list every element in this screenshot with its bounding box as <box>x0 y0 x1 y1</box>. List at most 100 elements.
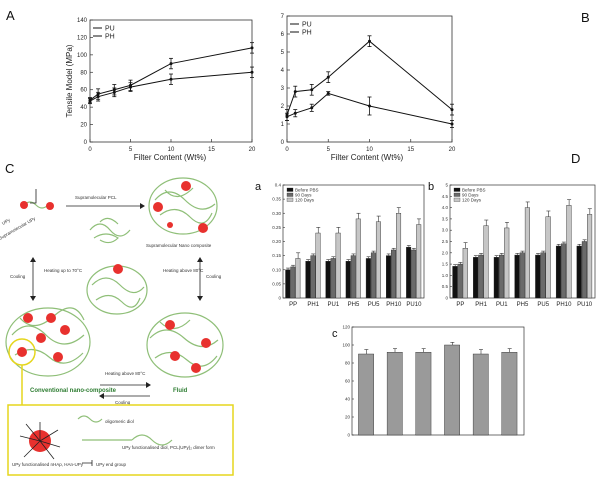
legend-entry: PH <box>105 34 115 41</box>
heating-right-label: Heating above 80°C <box>163 268 204 273</box>
y-tick-label: 0 <box>445 296 448 301</box>
legend-entry: Before PBS <box>462 188 486 193</box>
arrows-right: Heating above 80°C Cooling <box>163 257 222 301</box>
y-tick-label: 0.5 <box>442 284 449 289</box>
panel-label-c: c <box>332 328 338 340</box>
y-tick-label: 120 <box>342 325 350 330</box>
legend-swatch <box>453 192 461 197</box>
y-tick-label: 0.35 <box>272 197 281 202</box>
arrows-bottom: Heating above 80°C Cooling <box>99 371 151 405</box>
x-tick-label: PH10 <box>556 302 572 308</box>
arrowhead <box>140 203 145 209</box>
y-tick-label: 0.05 <box>272 281 281 286</box>
y-tick-label: 80 <box>80 70 87 76</box>
x-tick-label: 10 <box>168 147 175 153</box>
legend-swatch <box>453 187 461 192</box>
nhap-spokes <box>19 422 61 460</box>
y-tick-label: 0.20 <box>272 239 281 244</box>
bar <box>345 261 351 299</box>
data-point <box>310 106 314 110</box>
y-tick-label: 100 <box>342 343 350 348</box>
y-tick-label: 20 <box>345 415 351 420</box>
y-tick-label: 0.10 <box>272 267 281 272</box>
data-point <box>169 77 173 81</box>
legend-entry: 90 Days <box>462 193 479 198</box>
x-tick-label: PU1 <box>328 302 340 308</box>
x-tick-label: PH1 <box>307 302 319 308</box>
data-point <box>250 46 254 50</box>
bar <box>535 254 541 299</box>
x-tick-label: 5 <box>129 147 133 153</box>
y-tick-label: 3.5 <box>442 216 449 221</box>
y-tick-label: 60 <box>80 88 87 94</box>
x-axis-title-A: Filter Content (Wt%) <box>134 153 207 162</box>
data-point <box>450 122 454 126</box>
bar <box>310 255 316 299</box>
y-tick-label: 2 <box>281 104 285 110</box>
bar <box>472 353 489 436</box>
legend-swatch <box>286 197 294 202</box>
data-point <box>129 85 132 89</box>
bar <box>504 227 510 299</box>
panel-label-A: A <box>6 8 15 23</box>
x-tick-label: 10 <box>366 147 373 153</box>
bar <box>305 261 311 299</box>
upy-end-icon <box>82 460 93 466</box>
legend-upy-end: UPy end group <box>96 462 127 467</box>
bar <box>462 248 468 299</box>
legend-entry: PH <box>302 30 312 37</box>
bar <box>444 344 460 436</box>
legend-swatch <box>453 197 461 202</box>
data-point <box>368 104 371 108</box>
y-tick-label: 120 <box>77 35 88 41</box>
conventional-label: Conventional nano-composite <box>30 388 117 394</box>
bar <box>295 258 301 299</box>
chart-b: b 0 0.5 1.0 1.5 2.0 2.5 3.0 3.5 4.0 4.5 5 PP PH1 PU1 P… <box>428 181 596 308</box>
bar <box>540 252 546 299</box>
x-tick-label: 20 <box>249 147 256 153</box>
y-tick-label: 0 <box>281 140 285 146</box>
bar <box>524 207 530 299</box>
y-tick-label: 0 <box>278 296 281 301</box>
data-point <box>310 88 314 92</box>
legend-upy-nhap: UPy functionalised nHAp, HAn-UPy <box>12 462 84 467</box>
data-point <box>450 108 454 112</box>
data-point <box>326 75 330 79</box>
bar <box>386 352 403 436</box>
chart-c: c 0 20 40 60 80 100 120 <box>332 325 525 438</box>
legend-oligomeric: oligomeric diol <box>105 419 134 424</box>
bar <box>411 249 417 299</box>
plot-frame-B <box>286 15 453 143</box>
bar <box>478 254 484 299</box>
data-point <box>293 90 297 94</box>
bar <box>350 255 356 299</box>
middle-cluster <box>86 264 148 315</box>
legend-entry: PU <box>105 26 115 33</box>
bar <box>483 225 489 299</box>
series-line-PH <box>286 92 453 125</box>
y-tick-label: 40 <box>80 105 87 111</box>
bar <box>386 255 391 299</box>
polymer-strand <box>23 201 49 209</box>
pcl-coil <box>89 217 131 244</box>
x-tick-label: PH5 <box>517 302 529 308</box>
x-tick-label: PH1 <box>475 302 487 308</box>
cooling-right-label: Cooling <box>206 274 222 279</box>
upy-molecule-cluster: UPy Supramolecular UPy <box>0 189 54 241</box>
upy-label: UPy <box>1 217 12 226</box>
y-tick-label: 80 <box>345 361 351 366</box>
series-line-PU <box>286 40 453 116</box>
bar <box>561 243 567 299</box>
y-tick-label: 2.0 <box>442 250 449 255</box>
y-tick-label: 100 <box>77 53 88 59</box>
bar <box>285 269 291 299</box>
bar <box>290 266 296 299</box>
y-tick-label: 0 <box>347 433 350 438</box>
bar <box>457 263 463 299</box>
oligomeric-diol-icon <box>77 415 103 423</box>
y-tick-label: 4.0 <box>442 205 449 210</box>
bar <box>330 258 336 299</box>
legend-entry: PU <box>302 22 312 29</box>
data-point <box>112 90 116 94</box>
supramolecular-nanocomposite: Supramolecular Nano composite <box>146 177 218 248</box>
